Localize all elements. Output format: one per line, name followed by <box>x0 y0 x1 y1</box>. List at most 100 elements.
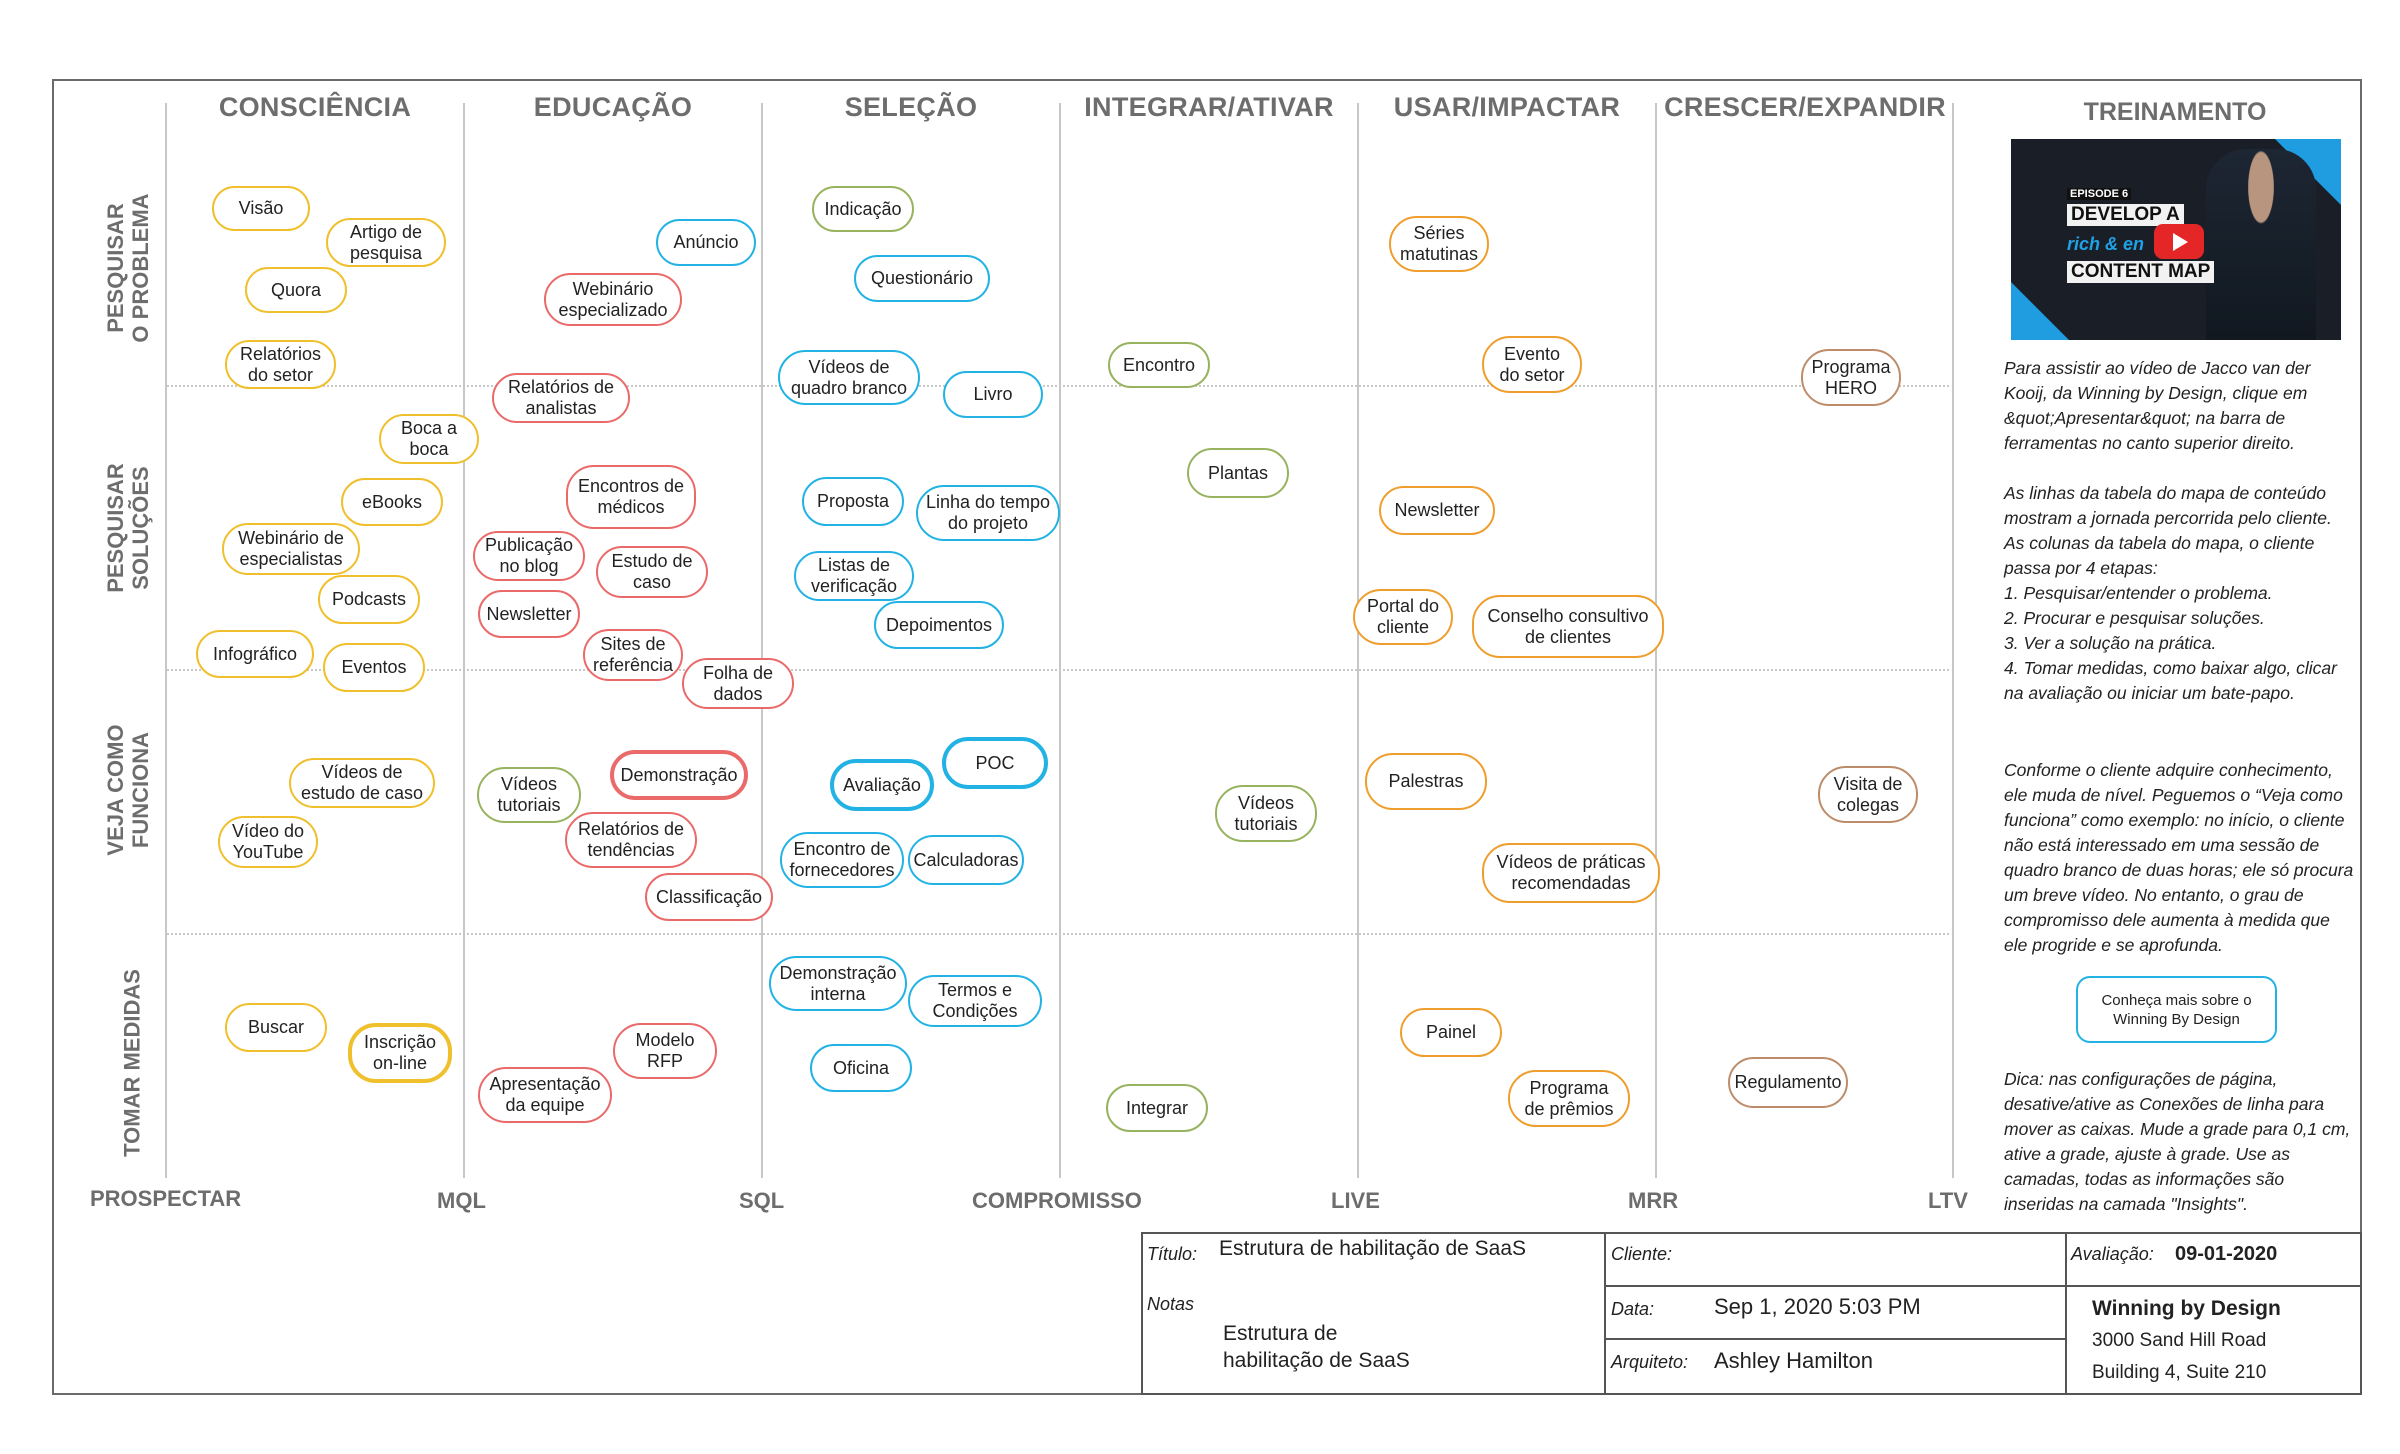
content-node[interactable]: Conselho consultivo de clientes <box>1472 595 1664 658</box>
content-node[interactable]: POC <box>942 737 1048 789</box>
content-node[interactable]: Portal do cliente <box>1353 589 1453 645</box>
content-node[interactable]: Séries matutinas <box>1389 216 1489 272</box>
content-node[interactable]: Demonstração <box>610 750 748 800</box>
content-node[interactable]: Visão <box>212 186 310 231</box>
content-node[interactable]: Encontro de fornecedores <box>780 832 904 888</box>
content-node[interactable]: Estudo de caso <box>596 546 708 598</box>
notes-value: Estrutura de habilitação de SaaS <box>1223 1322 1410 1372</box>
training-paragraph: Para assistir ao vídeo de Jacco van der … <box>2004 358 2311 453</box>
column-divider <box>761 103 763 1178</box>
content-node[interactable]: Calculadoras <box>908 835 1024 885</box>
content-node[interactable]: Visita de colegas <box>1818 766 1918 823</box>
title-label: Título: <box>1147 1244 1198 1264</box>
content-node[interactable]: Relatórios do setor <box>225 340 336 389</box>
content-node[interactable]: Questionário <box>854 255 990 302</box>
video-title-line3: CONTENT MAP <box>2067 261 2215 283</box>
training-title: TREINAMENTO <box>2083 98 2267 126</box>
column-heading-selecao: SELEÇÃO <box>844 92 978 122</box>
column-divider <box>1952 103 1954 1178</box>
row-divider <box>167 385 1949 387</box>
column-divider <box>1357 103 1359 1178</box>
content-node[interactable]: Linha do tempo do projeto <box>916 485 1060 541</box>
content-node[interactable]: Indicação <box>812 186 914 232</box>
content-node[interactable]: Relatórios de tendências <box>565 812 697 868</box>
content-node[interactable]: Apresentação da equipe <box>478 1067 612 1123</box>
content-node[interactable]: Programa de prêmios <box>1508 1070 1630 1127</box>
content-node[interactable]: eBooks <box>341 478 443 526</box>
date-label: Data: <box>1611 1299 1655 1319</box>
training-video-thumbnail[interactable]: EPISODE 6 DEVELOP A rich & en CONTENT MA… <box>2011 139 2341 340</box>
content-node[interactable]: Vídeos de práticas recomendadas <box>1482 843 1660 903</box>
content-node[interactable]: Inscrição on-line <box>348 1023 452 1083</box>
architect-value: Ashley Hamilton <box>1714 1348 1873 1373</box>
content-node[interactable]: Newsletter <box>1379 486 1495 535</box>
content-node[interactable]: Painel <box>1400 1008 1502 1057</box>
content-node[interactable]: Listas de verificação <box>794 551 914 601</box>
presenter-image <box>2206 149 2316 340</box>
content-node[interactable]: Oficina <box>810 1044 912 1092</box>
video-title-line1: DEVELOP A <box>2067 204 2184 226</box>
content-node[interactable]: Quora <box>245 267 347 313</box>
content-node[interactable]: Vídeos tutoriais <box>477 767 581 823</box>
content-node[interactable]: Vídeos de quadro branco <box>778 350 920 405</box>
training-paragraph: Conforme o cliente adquire conhecimento,… <box>2004 760 2354 955</box>
video-title-line2: rich & en <box>2067 234 2145 254</box>
content-node[interactable]: Webinário de especialistas <box>222 523 360 575</box>
content-node[interactable]: Regulamento <box>1728 1057 1848 1108</box>
content-node[interactable]: Anúncio <box>656 219 756 266</box>
content-node[interactable]: Eventos <box>323 643 425 692</box>
content-node[interactable]: Plantas <box>1187 448 1289 498</box>
content-node[interactable]: Classificação <box>645 873 773 921</box>
content-node[interactable]: Boca a boca <box>379 414 479 464</box>
training-tip: Dica: nas configurações de página, desat… <box>2004 1069 2351 1214</box>
training-paragraph: As linhas da tabela do mapa de conteúdo … <box>2004 483 2337 703</box>
date-value: Sep 1, 2020 5:03 PM <box>1714 1294 1921 1319</box>
decor-triangle <box>2011 282 2069 340</box>
stage-label: PROSPECTAR <box>90 1186 242 1211</box>
content-node[interactable]: Infográfico <box>196 630 314 678</box>
notes-label: Notas <box>1147 1294 1195 1314</box>
content-node[interactable]: Webinário especializado <box>544 273 682 326</box>
company-address-line2: Building 4, Suite 210 <box>2092 1362 2267 1383</box>
content-node[interactable]: Palestras <box>1365 753 1487 810</box>
content-node[interactable]: Avaliação <box>830 759 934 811</box>
learn-more-button[interactable]: Conheça mais sobre o Winning By Design <box>2076 976 2277 1043</box>
content-node[interactable]: Vídeo do YouTube <box>218 816 318 868</box>
content-node[interactable]: Folha de dados <box>682 658 794 709</box>
content-node[interactable]: Demonstração interna <box>769 956 907 1011</box>
content-node[interactable]: Vídeos tutoriais <box>1215 785 1317 842</box>
content-node[interactable]: Termos e Condições <box>908 975 1042 1027</box>
company-cell <box>2065 1285 2362 1395</box>
content-node[interactable]: Programa HERO <box>1801 349 1901 406</box>
content-node[interactable]: Buscar <box>225 1003 327 1052</box>
title-value: Estrutura de habilitação de SaaS <box>1219 1237 1527 1260</box>
row-divider <box>167 933 1949 935</box>
stage-label: SQL <box>739 1188 785 1213</box>
content-node[interactable]: Podcasts <box>318 575 420 624</box>
content-node[interactable]: Sites de referência <box>583 629 683 681</box>
content-node[interactable]: Artigo de pesquisa <box>326 218 446 267</box>
row-heading-tomar-medidas: TOMAR MEDIDAS <box>119 969 145 1157</box>
content-node[interactable]: Encontros de médicos <box>566 465 696 529</box>
stage-label: MRR <box>1628 1188 1679 1213</box>
company-name: Winning by Design <box>2092 1297 2281 1320</box>
video-episode-label: EPISODE 6 <box>2067 188 2132 200</box>
content-node[interactable]: Newsletter <box>478 590 580 638</box>
stage-label: LIVE <box>1331 1188 1380 1213</box>
content-node[interactable]: Depoimentos <box>874 601 1004 649</box>
content-node[interactable]: Relatórios de analistas <box>492 373 630 423</box>
content-node[interactable]: Evento do setor <box>1482 336 1582 393</box>
column-heading-consciencia: CONSCIÊNCIA <box>218 92 412 122</box>
content-node[interactable]: Proposta <box>802 477 904 526</box>
row-heading-pesquisar-problema: PESQUISAR O PROBLEMA <box>103 193 153 343</box>
content-node[interactable]: Modelo RFP <box>613 1023 717 1079</box>
stage-label: LTV <box>1928 1188 1968 1213</box>
column-heading-educacao: EDUCAÇÃO <box>533 92 693 122</box>
content-node[interactable]: Encontro <box>1108 342 1210 388</box>
title-block: Título: Estrutura de habilitação de SaaS… <box>1141 1232 2362 1395</box>
content-node[interactable]: Vídeos de estudo de caso <box>289 758 435 808</box>
youtube-play-icon[interactable] <box>2154 224 2204 259</box>
content-node[interactable]: Livro <box>943 371 1043 418</box>
content-node[interactable]: Publicação no blog <box>473 531 585 581</box>
content-node[interactable]: Integrar <box>1106 1084 1208 1132</box>
